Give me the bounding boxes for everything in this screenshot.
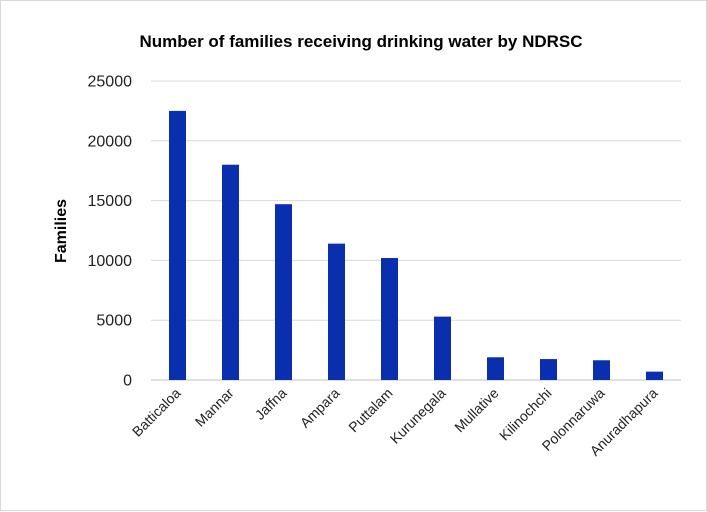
bar-jaffna (275, 204, 292, 380)
bar-kilinochchi (540, 359, 557, 380)
y-tick-label: 10000 (88, 253, 133, 270)
bar-mullative (487, 357, 504, 380)
y-tick-label: 25000 (88, 74, 133, 91)
bar-ampara (328, 243, 345, 380)
x-tick-label: Kurunegala (387, 385, 449, 447)
y-axis-label: Families (53, 199, 70, 263)
bar-batticaloa (169, 110, 186, 381)
x-tick-label: Jaffna (252, 385, 290, 423)
y-tick-label: 15000 (88, 193, 133, 210)
y-tick-label: 5000 (96, 313, 132, 330)
y-tick-label: 20000 (88, 133, 133, 150)
bar-anuradhapura (646, 371, 663, 380)
bars (169, 110, 663, 381)
bar-puttalam (381, 258, 398, 380)
bar-mannar (222, 164, 239, 380)
gridlines (151, 80, 681, 381)
x-tick-label: Mullative (451, 385, 502, 436)
bar-kurunegala (434, 316, 451, 380)
x-tick-label: Batticaloa (129, 385, 184, 440)
x-axis-ticks: Batticaloa Mannar Jaffna Ampara PuttalamKuru… (129, 385, 661, 459)
x-tick-label: Puttalam (345, 385, 395, 435)
y-axis-ticks: 0 5000 10000 15000 20000 25000 (88, 74, 133, 390)
bar-polonnaruwa (593, 360, 610, 380)
chart-title: Number of families receiving drinking wa… (139, 32, 582, 51)
x-tick-label: Mannar (192, 385, 237, 430)
x-tick-label: Ampara (297, 385, 343, 431)
y-tick-label: 0 (123, 373, 132, 390)
